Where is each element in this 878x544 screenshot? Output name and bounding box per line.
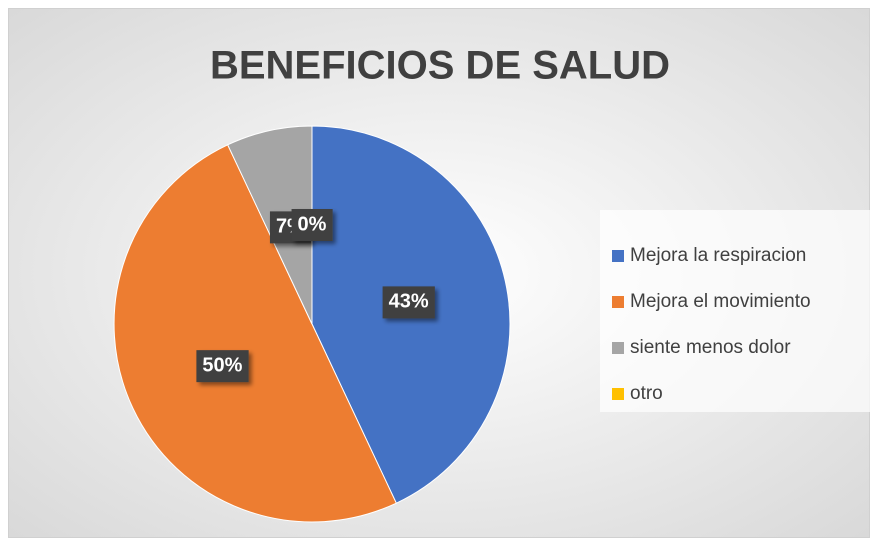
- data-label-box: [291, 209, 333, 241]
- legend-swatch: [612, 388, 624, 400]
- data-label: 43%: [389, 291, 429, 313]
- legend-swatch: [612, 250, 624, 262]
- legend: [600, 210, 870, 412]
- chart-title: BENEFICIOS DE SALUD: [210, 44, 670, 88]
- legend-label: Mejora la respiracion: [630, 245, 806, 266]
- legend-swatch: [612, 342, 624, 354]
- data-label: 50%: [202, 354, 242, 376]
- pie-slice: [113, 144, 397, 523]
- legend-label: otro: [630, 383, 663, 404]
- data-label: 0%: [298, 213, 327, 235]
- legend-label: Mejora el movimiento: [630, 291, 811, 312]
- legend-label: siente menos dolor: [630, 337, 791, 358]
- legend-swatch: [612, 296, 624, 308]
- data-label-box: [382, 286, 435, 319]
- data-label-box: [196, 350, 249, 383]
